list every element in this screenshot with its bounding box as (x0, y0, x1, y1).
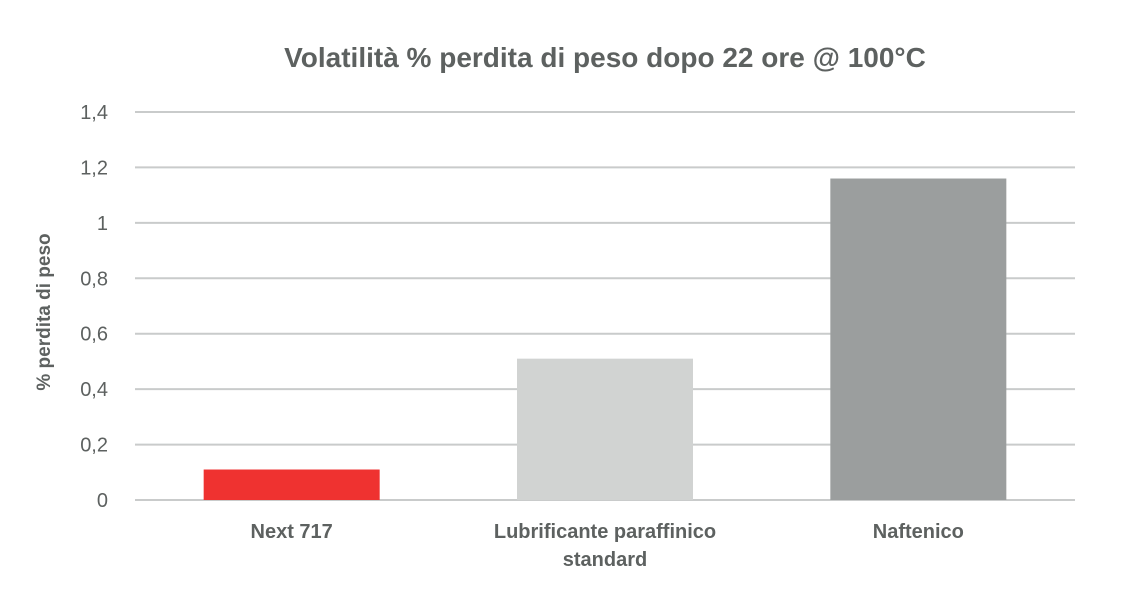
bar (203, 469, 380, 500)
y-tick-label: 0,4 (80, 379, 108, 401)
chart-title: Volatilità % perdita di peso dopo 22 ore… (284, 42, 926, 73)
x-category-label: Next 717 (251, 521, 333, 543)
bars (203, 178, 1007, 500)
y-tick-label: 0,6 (80, 324, 108, 346)
y-tick-label: 0 (97, 490, 108, 512)
y-axis-ticks: 0 0,2 0,4 0,6 0,8 1 1,2 1,4 (80, 102, 108, 512)
x-category-label: Naftenico (873, 521, 964, 543)
x-axis-labels: Next 717 Lubrificante paraffinico standard… (251, 521, 964, 571)
bar (517, 358, 693, 500)
y-tick-label: 0,8 (80, 268, 108, 290)
x-category-label: Lubrificante paraffinico standard (494, 521, 716, 571)
y-tick-label: 0,2 (80, 435, 108, 457)
bar (830, 178, 1007, 500)
y-tick-label: 1 (97, 213, 108, 235)
y-tick-label: 1,4 (80, 102, 108, 124)
y-axis-label: % perdita di peso (34, 233, 55, 390)
y-tick-label: 1,2 (80, 157, 108, 179)
